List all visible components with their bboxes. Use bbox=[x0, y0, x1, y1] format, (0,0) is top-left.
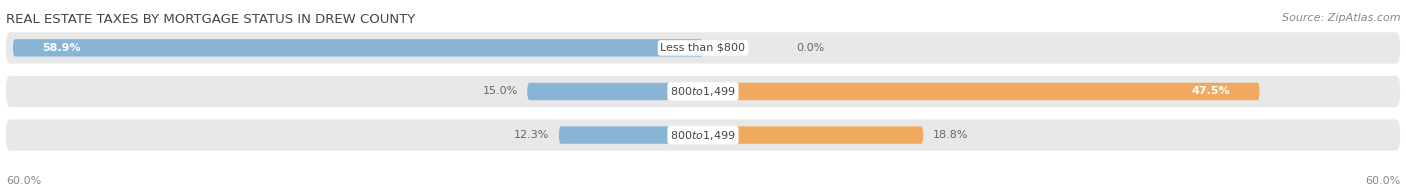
Text: 15.0%: 15.0% bbox=[482, 86, 517, 96]
Text: 0.0%: 0.0% bbox=[797, 43, 825, 53]
FancyBboxPatch shape bbox=[6, 76, 1400, 107]
Text: Less than $800: Less than $800 bbox=[661, 43, 745, 53]
Text: 58.9%: 58.9% bbox=[42, 43, 80, 53]
Text: 60.0%: 60.0% bbox=[1365, 176, 1400, 186]
FancyBboxPatch shape bbox=[703, 126, 924, 144]
Text: 47.5%: 47.5% bbox=[1192, 86, 1230, 96]
FancyBboxPatch shape bbox=[527, 83, 703, 100]
FancyBboxPatch shape bbox=[13, 39, 703, 57]
FancyBboxPatch shape bbox=[6, 32, 1400, 64]
Text: 18.8%: 18.8% bbox=[932, 130, 969, 140]
Text: REAL ESTATE TAXES BY MORTGAGE STATUS IN DREW COUNTY: REAL ESTATE TAXES BY MORTGAGE STATUS IN … bbox=[6, 13, 415, 26]
Text: $800 to $1,499: $800 to $1,499 bbox=[671, 129, 735, 142]
Text: $800 to $1,499: $800 to $1,499 bbox=[671, 85, 735, 98]
Text: 12.3%: 12.3% bbox=[515, 130, 550, 140]
Text: 60.0%: 60.0% bbox=[6, 176, 41, 186]
FancyBboxPatch shape bbox=[560, 126, 703, 144]
FancyBboxPatch shape bbox=[6, 119, 1400, 151]
FancyBboxPatch shape bbox=[703, 83, 1260, 100]
Text: Source: ZipAtlas.com: Source: ZipAtlas.com bbox=[1281, 13, 1400, 23]
